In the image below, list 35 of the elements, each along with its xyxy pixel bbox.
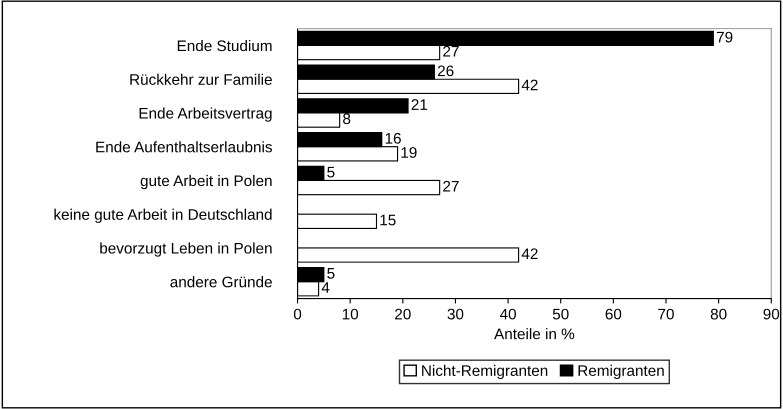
x-tick-label: 30 xyxy=(448,308,464,320)
data-label: 42 xyxy=(522,248,538,259)
data-label: 27 xyxy=(443,46,459,57)
data-label: 27 xyxy=(443,180,459,192)
data-label: 16 xyxy=(386,132,401,144)
data-label: 5 xyxy=(327,268,334,279)
data-label: 26 xyxy=(438,65,454,76)
x-tick-label: 80 xyxy=(710,308,727,320)
x-tick-label: 0 xyxy=(294,308,302,320)
x-tick-label: 60 xyxy=(606,308,622,320)
y-tick-label: gute Arbeit in Polen xyxy=(140,174,272,190)
legend-label: Remigranten xyxy=(578,364,664,380)
x-axis-title: Anteile in % xyxy=(494,328,574,340)
data-label: 79 xyxy=(716,32,732,43)
legend-label: Nicht-Remigranten xyxy=(422,364,548,380)
x-tick-label: 10 xyxy=(342,308,358,320)
y-tick-label: Ende Arbeitsvertrag xyxy=(140,107,272,122)
data-label: 15 xyxy=(380,214,396,226)
x-tick-label: 70 xyxy=(658,308,674,320)
x-tick-label: 90 xyxy=(763,308,780,320)
x-tick-label: 20 xyxy=(395,308,411,320)
y-tick-label: Rückkehr zur Familie xyxy=(130,74,272,85)
y-tick-label: keine gute Arbeit in Deutschland xyxy=(54,208,272,223)
x-tick-label: 40 xyxy=(500,308,516,320)
y-tick-label: Ende Studium xyxy=(178,40,272,52)
data-label: 19 xyxy=(401,147,417,158)
data-label: 42 xyxy=(522,80,538,90)
data-label: 4 xyxy=(322,282,330,293)
y-tick-label: andere Gründe xyxy=(170,276,272,288)
data-label: 21 xyxy=(412,99,428,110)
y-tick-label: bevorzugt Leben in Polen xyxy=(100,242,272,257)
data-label: 8 xyxy=(343,113,350,124)
data-label: 5 xyxy=(327,166,334,178)
y-tick-label: Ende Aufenthaltserlaubnis xyxy=(96,141,272,152)
x-tick-label: 50 xyxy=(552,308,569,320)
